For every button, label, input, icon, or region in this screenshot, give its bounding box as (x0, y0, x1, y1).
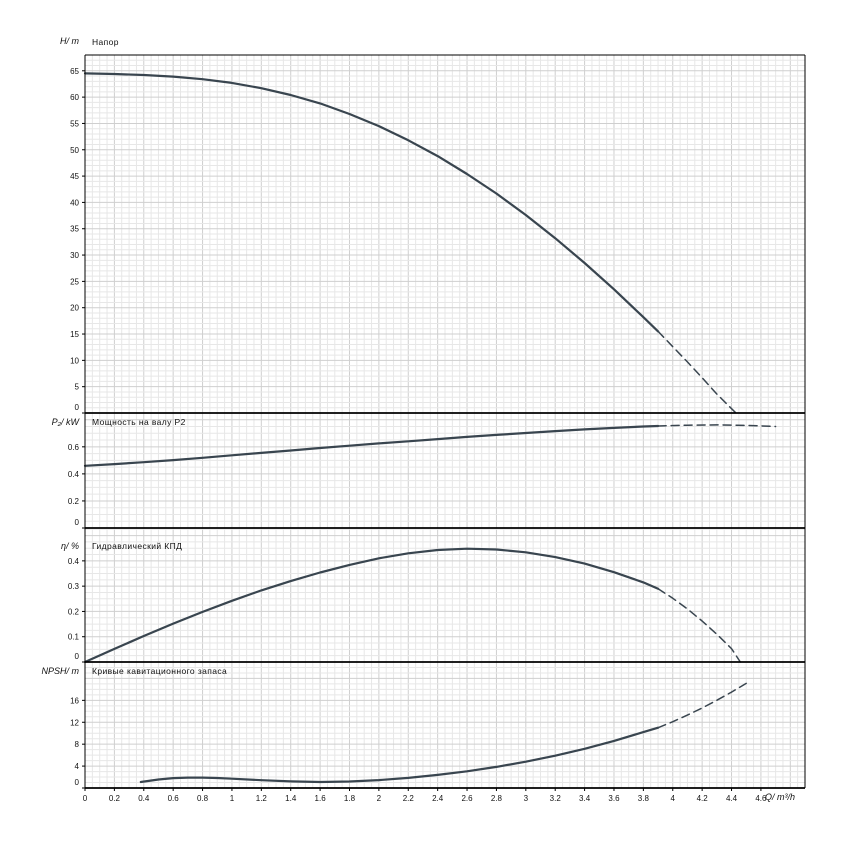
svg-text:0.3: 0.3 (68, 582, 80, 591)
svg-text:65: 65 (70, 67, 79, 76)
svg-text:0.1: 0.1 (68, 633, 80, 642)
panel-title-npsh: Кривые кавитационного запаса (92, 666, 228, 676)
svg-text:1.6: 1.6 (315, 794, 327, 803)
svg-text:8: 8 (75, 740, 80, 749)
svg-text:16: 16 (70, 696, 79, 705)
svg-text:3.6: 3.6 (608, 794, 620, 803)
svg-text:60: 60 (70, 93, 79, 102)
svg-text:2.4: 2.4 (432, 794, 444, 803)
svg-text:3: 3 (524, 794, 529, 803)
panel-title-head: Напор (92, 37, 119, 47)
svg-text:2: 2 (377, 794, 382, 803)
svg-text:1: 1 (230, 794, 235, 803)
y-axis-label-npsh: NPSH/ m (41, 666, 79, 676)
svg-text:0.4: 0.4 (68, 557, 80, 566)
svg-text:0: 0 (75, 778, 80, 787)
panel-title-efficiency: Гидравлический КПД (92, 541, 183, 551)
svg-text:0.4: 0.4 (138, 794, 150, 803)
svg-text:0.6: 0.6 (168, 794, 180, 803)
svg-text:15: 15 (70, 330, 79, 339)
svg-text:25: 25 (70, 277, 79, 286)
svg-text:40: 40 (70, 198, 79, 207)
svg-text:55: 55 (70, 119, 79, 128)
svg-text:0.8: 0.8 (197, 794, 209, 803)
svg-text:4.2: 4.2 (697, 794, 709, 803)
svg-text:1.2: 1.2 (256, 794, 268, 803)
y-axis-label-head: H/ m (60, 36, 79, 46)
svg-text:0.6: 0.6 (68, 443, 80, 452)
svg-text:5: 5 (75, 383, 80, 392)
y-axis-label-efficiency: η/ % (61, 541, 79, 551)
svg-text:0.2: 0.2 (68, 607, 80, 616)
y-axis-label-shaft-power: P₂/ kW (51, 417, 79, 427)
svg-text:4.6: 4.6 (755, 794, 767, 803)
x-axis-label: Q/ m³/h (765, 792, 796, 802)
svg-text:0.2: 0.2 (68, 497, 80, 506)
svg-text:50: 50 (70, 146, 79, 155)
svg-text:2.8: 2.8 (491, 794, 503, 803)
svg-text:0: 0 (75, 518, 80, 527)
svg-text:0: 0 (75, 403, 80, 412)
svg-text:3.2: 3.2 (550, 794, 562, 803)
svg-text:1.4: 1.4 (285, 794, 297, 803)
svg-text:0: 0 (83, 794, 88, 803)
svg-text:4: 4 (671, 794, 676, 803)
svg-text:10: 10 (70, 356, 79, 365)
svg-text:35: 35 (70, 225, 79, 234)
panel-title-shaft-power: Мощность на валу P2 (92, 417, 186, 427)
svg-text:0.2: 0.2 (109, 794, 121, 803)
svg-text:4: 4 (75, 762, 80, 771)
svg-text:3.4: 3.4 (579, 794, 591, 803)
svg-text:4.4: 4.4 (726, 794, 738, 803)
svg-text:1.8: 1.8 (344, 794, 356, 803)
svg-text:2.2: 2.2 (403, 794, 415, 803)
svg-text:2.6: 2.6 (461, 794, 473, 803)
svg-text:12: 12 (70, 718, 79, 727)
svg-text:30: 30 (70, 251, 79, 260)
svg-text:45: 45 (70, 172, 79, 181)
svg-text:0: 0 (75, 652, 80, 661)
svg-text:0.4: 0.4 (68, 470, 80, 479)
svg-text:3.8: 3.8 (638, 794, 650, 803)
svg-text:20: 20 (70, 304, 79, 313)
